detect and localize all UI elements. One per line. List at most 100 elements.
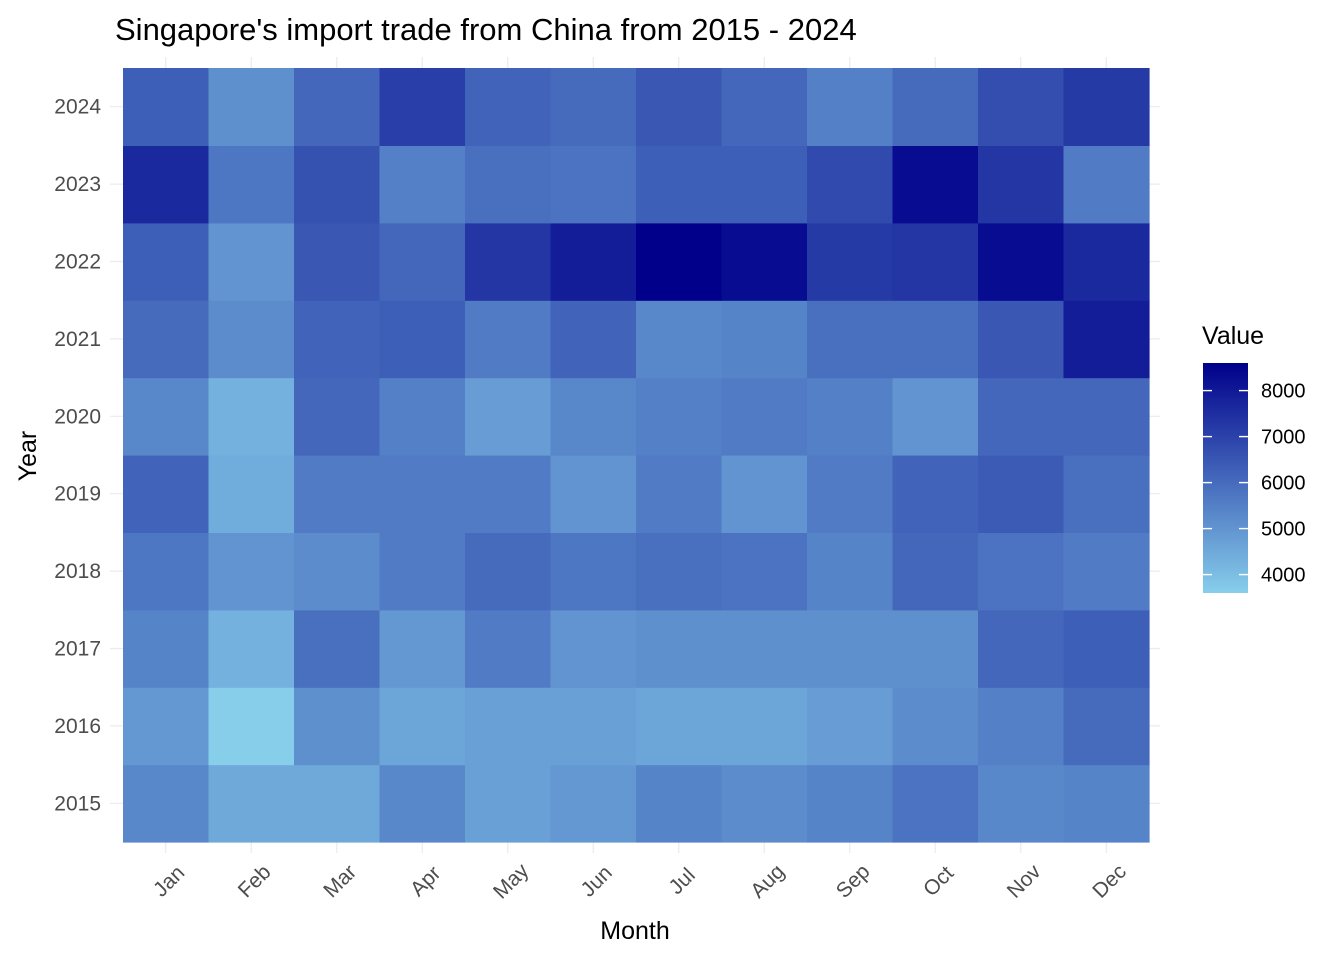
y-tick-label: 2016 bbox=[54, 715, 101, 738]
heatmap-cell-2023-Jan bbox=[123, 145, 210, 224]
heatmap-cell-2024-Aug bbox=[721, 68, 808, 146]
heatmap-cell-2018-Sep bbox=[807, 532, 894, 611]
heatmap-cell-2020-Jul bbox=[636, 377, 723, 456]
heatmap-cell-2017-Feb bbox=[208, 609, 295, 688]
legend-tick-label: 4000 bbox=[1261, 565, 1306, 587]
heatmap-cell-2015-Feb bbox=[208, 764, 295, 843]
heatmap-cell-2017-Jul bbox=[636, 609, 723, 688]
legend-title: Value bbox=[1202, 322, 1264, 350]
heatmap-cell-2017-Jan bbox=[123, 609, 210, 688]
heatmap-cell-2016-Jan bbox=[123, 687, 210, 766]
x-tick-label: Jul bbox=[665, 864, 700, 899]
heatmap-cell-2016-Feb bbox=[208, 687, 295, 766]
heatmap-cell-2020-May bbox=[465, 377, 552, 456]
heatmap-cell-2024-Feb bbox=[208, 68, 295, 146]
heatmap-cell-2020-Jan bbox=[123, 377, 210, 456]
heatmap-cell-2023-May bbox=[465, 145, 552, 224]
heatmap-cell-2024-Jul bbox=[636, 68, 723, 146]
heatmap-tiles bbox=[123, 68, 1150, 843]
heatmap-cell-2019-Jul bbox=[636, 455, 723, 533]
heatmap-cell-2020-Apr bbox=[379, 377, 466, 456]
heatmap-cell-2023-Oct bbox=[892, 145, 979, 224]
x-tick-label: Apr bbox=[406, 862, 445, 901]
y-tick-label: 2015 bbox=[54, 792, 101, 815]
heatmap-cell-2020-Jun bbox=[550, 377, 637, 456]
y-tick-label: 2023 bbox=[54, 173, 101, 196]
heatmap-cell-2023-Apr bbox=[379, 145, 466, 224]
heatmap-cell-2023-Jun bbox=[550, 145, 637, 224]
heatmap-cell-2017-Nov bbox=[978, 609, 1065, 688]
heatmap-cell-2021-Nov bbox=[978, 300, 1065, 379]
heatmap-cell-2018-Jan bbox=[123, 532, 210, 611]
heatmap-cell-2024-Mar bbox=[294, 68, 381, 146]
heatmap-cell-2019-Apr bbox=[379, 455, 466, 533]
heatmap-cell-2021-Sep bbox=[807, 300, 894, 379]
heatmap-cell-2020-Feb bbox=[208, 377, 295, 456]
heatmap-cell-2021-Aug bbox=[721, 300, 808, 379]
heatmap-cell-2022-Jun bbox=[550, 222, 637, 301]
heatmap-cell-2023-Feb bbox=[208, 145, 295, 224]
heatmap-cell-2019-Jan bbox=[123, 455, 210, 533]
heatmap-cell-2016-Apr bbox=[379, 687, 466, 766]
heatmap-cell-2017-May bbox=[465, 609, 552, 688]
y-tick-label: 2018 bbox=[54, 560, 101, 583]
heatmap-cell-2016-Jun bbox=[550, 687, 637, 766]
x-axis-title: Month bbox=[600, 917, 669, 945]
x-tick-label: Oct bbox=[919, 862, 958, 901]
y-tick-label: 2024 bbox=[54, 96, 101, 119]
heatmap-cell-2015-Apr bbox=[379, 764, 466, 843]
y-axis-ticks: 2015 2016 2017 2018 2019 2020 2021 2022 2023 2024 bbox=[54, 96, 101, 816]
heatmap-cell-2020-Mar bbox=[294, 377, 381, 456]
legend-ticks: 4000 5000 6000 7000 8000 bbox=[1203, 381, 1306, 587]
heatmap-cell-2023-Aug bbox=[721, 145, 808, 224]
heatmap-cell-2018-May bbox=[465, 532, 552, 611]
heatmap-cell-2016-Aug bbox=[721, 687, 808, 766]
heatmap-cell-2017-Dec bbox=[1063, 609, 1150, 688]
x-tick-label: Nov bbox=[1003, 860, 1046, 903]
heatmap-cell-2024-Nov bbox=[978, 68, 1065, 146]
legend-tick-label: 8000 bbox=[1261, 381, 1306, 403]
x-tick-label: Jan bbox=[149, 861, 189, 901]
heatmap-cell-2024-Jun bbox=[550, 68, 637, 146]
heatmap-cell-2022-Oct bbox=[892, 222, 979, 301]
heatmap-cell-2018-Aug bbox=[721, 532, 808, 611]
heatmap-cell-2018-Oct bbox=[892, 532, 979, 611]
heatmap-cell-2020-Nov bbox=[978, 377, 1065, 456]
legend-colorbar bbox=[1203, 363, 1248, 593]
heatmap-cell-2017-Oct bbox=[892, 609, 979, 688]
x-tick-label: May bbox=[489, 859, 534, 904]
heatmap-cell-2016-Mar bbox=[294, 687, 381, 766]
heatmap-cell-2015-Sep bbox=[807, 764, 894, 843]
heatmap-cell-2015-Jul bbox=[636, 764, 723, 843]
chart-title: Singapore's import trade from China from… bbox=[115, 12, 857, 47]
heatmap-cell-2022-Apr bbox=[379, 222, 466, 301]
legend-tick-label: 7000 bbox=[1261, 427, 1306, 449]
color-legend: Value 4000 5000 6000 7000 8000 bbox=[1202, 322, 1306, 593]
heatmap-cell-2022-Jan bbox=[123, 222, 210, 301]
x-tick-label: Feb bbox=[234, 860, 276, 902]
heatmap-cell-2017-Jun bbox=[550, 609, 637, 688]
heatmap-cell-2015-Mar bbox=[294, 764, 381, 843]
heatmap-cell-2020-Oct bbox=[892, 377, 979, 456]
heatmap-cell-2022-Jul bbox=[636, 222, 723, 301]
heatmap-cell-2022-Nov bbox=[978, 222, 1065, 301]
heatmap-cell-2023-Mar bbox=[294, 145, 381, 224]
heatmap-cell-2021-Oct bbox=[892, 300, 979, 379]
heatmap-cell-2017-Apr bbox=[379, 609, 466, 688]
heatmap-cell-2020-Aug bbox=[721, 377, 808, 456]
heatmap-cell-2022-Dec bbox=[1063, 222, 1150, 301]
heatmap-cell-2020-Dec bbox=[1063, 377, 1150, 456]
heatmap-cell-2015-May bbox=[465, 764, 552, 843]
heatmap-cell-2019-Nov bbox=[978, 455, 1065, 533]
x-tick-label: Aug bbox=[746, 860, 789, 903]
heatmap-cell-2016-Sep bbox=[807, 687, 894, 766]
heatmap-cell-2023-Sep bbox=[807, 145, 894, 224]
heatmap-cell-2015-Aug bbox=[721, 764, 808, 843]
y-tick-label: 2019 bbox=[54, 483, 101, 506]
heatmap-cell-2015-Oct bbox=[892, 764, 979, 843]
heatmap-cell-2021-Apr bbox=[379, 300, 466, 379]
x-tick-label: Jun bbox=[577, 861, 617, 901]
y-tick-label: 2021 bbox=[54, 328, 101, 351]
heatmap-cell-2021-Jul bbox=[636, 300, 723, 379]
